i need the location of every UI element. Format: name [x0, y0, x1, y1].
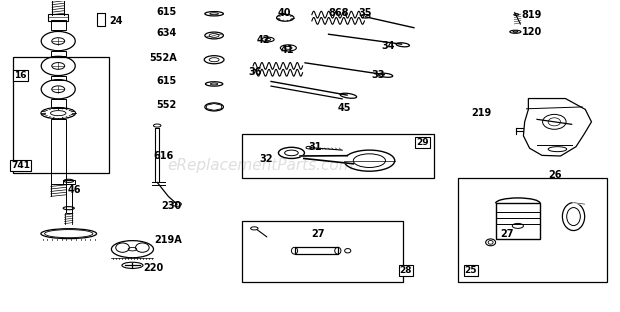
- Text: 219: 219: [471, 108, 491, 118]
- Bar: [51, 51, 66, 56]
- Bar: [51, 119, 66, 184]
- Text: 220: 220: [143, 263, 163, 273]
- Text: 24: 24: [109, 16, 123, 26]
- Text: 616: 616: [154, 151, 174, 161]
- Text: 45: 45: [338, 103, 352, 113]
- Bar: [51, 20, 66, 30]
- Bar: [51, 76, 66, 80]
- Bar: [242, 221, 403, 282]
- Text: 36: 36: [248, 67, 262, 77]
- Bar: [97, 13, 105, 26]
- Text: 819: 819: [521, 10, 542, 20]
- Text: 27: 27: [500, 229, 514, 239]
- Text: 634: 634: [157, 28, 177, 38]
- Text: 27: 27: [311, 229, 325, 239]
- Text: 40: 40: [277, 8, 291, 18]
- Text: 29: 29: [417, 138, 429, 147]
- Text: 42: 42: [257, 36, 270, 46]
- Text: 615: 615: [157, 76, 177, 86]
- Text: 32: 32: [259, 154, 273, 164]
- Text: 615: 615: [157, 7, 177, 17]
- Text: 31: 31: [309, 142, 322, 152]
- Text: 25: 25: [464, 266, 477, 275]
- Bar: [63, 180, 75, 184]
- Text: 28: 28: [400, 266, 412, 275]
- Text: 33: 33: [372, 70, 386, 80]
- Bar: [294, 247, 338, 254]
- Text: 552A: 552A: [149, 53, 177, 63]
- Bar: [458, 178, 607, 282]
- Text: 46: 46: [68, 185, 81, 195]
- Text: 230: 230: [162, 201, 182, 211]
- Text: 120: 120: [521, 27, 542, 37]
- Text: 34: 34: [382, 41, 396, 51]
- Text: eReplacementParts.com: eReplacementParts.com: [167, 158, 354, 173]
- Text: 552: 552: [157, 100, 177, 110]
- Text: 868: 868: [329, 8, 349, 18]
- Bar: [48, 14, 68, 21]
- Text: 35: 35: [358, 8, 372, 18]
- Text: 41: 41: [281, 45, 294, 56]
- Text: 219A: 219A: [154, 235, 182, 245]
- Polygon shape: [300, 156, 352, 164]
- Text: 741: 741: [11, 161, 30, 170]
- Text: 26: 26: [548, 170, 562, 180]
- Bar: [242, 134, 434, 178]
- Bar: [495, 203, 540, 239]
- Bar: [66, 184, 72, 213]
- Bar: [51, 99, 66, 108]
- Text: 16: 16: [14, 71, 27, 80]
- Bar: [13, 56, 109, 173]
